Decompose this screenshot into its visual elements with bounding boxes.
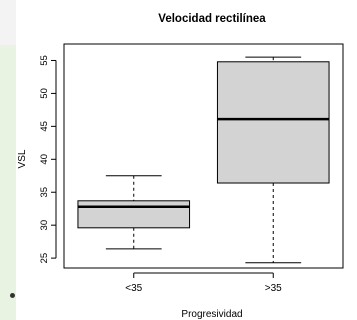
y-tick-label: 25	[39, 253, 50, 264]
box	[77, 200, 191, 229]
y-tick-label: 50	[39, 88, 50, 99]
x-tick-label: >35	[265, 283, 282, 294]
y-tick-label: 30	[39, 220, 50, 231]
plot-area: 25 30 35 40 45 50 55 <35 >35	[39, 43, 344, 294]
y-axis-label: VSL	[17, 149, 28, 168]
y-tick-label: 45	[39, 121, 50, 132]
side-panel	[0, 45, 16, 320]
y-tick-label: 40	[39, 154, 50, 165]
x-axis-label: Progresividad	[181, 309, 242, 320]
plot-frame	[63, 43, 344, 269]
y-tick-label: 35	[39, 187, 50, 198]
chart-title: Velocidad rectilínea	[158, 13, 266, 25]
y-tick-label: 55	[39, 55, 50, 66]
box	[216, 61, 330, 184]
x-tick-label: <35	[125, 283, 142, 294]
bullet-dot	[10, 293, 15, 298]
side-panel-top	[0, 0, 16, 45]
